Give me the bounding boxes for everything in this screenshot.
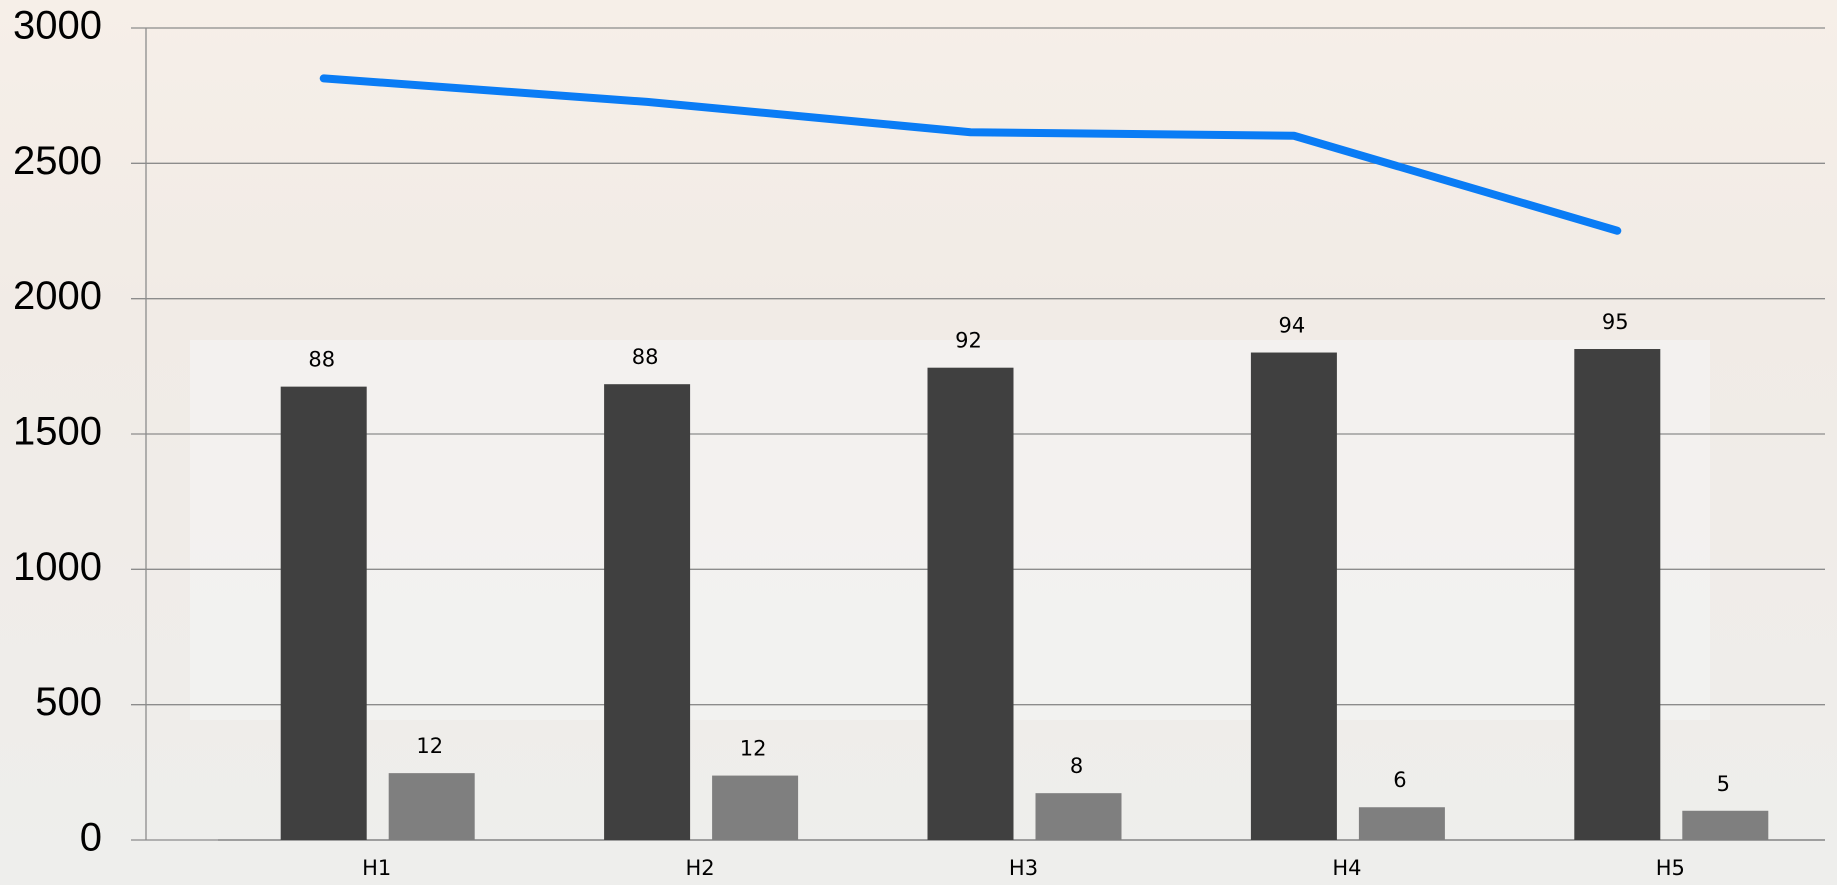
bar — [927, 367, 1014, 840]
data-label: 6 — [1393, 768, 1406, 792]
bar — [712, 775, 799, 840]
line — [319, 74, 1622, 235]
bar — [604, 384, 691, 840]
data-label: 88 — [308, 348, 335, 372]
x-tick-label: H2 — [686, 856, 715, 880]
data-label: 12 — [416, 734, 443, 758]
bar — [1574, 349, 1661, 840]
y-tick-label: 2000 — [13, 274, 102, 318]
data-label: 8 — [1070, 754, 1083, 778]
y-tick-label: 1500 — [13, 410, 102, 454]
data-label: 92 — [955, 329, 982, 353]
data-label: 12 — [740, 737, 767, 761]
y-tick-label: 500 — [35, 680, 102, 724]
bar — [1358, 807, 1445, 840]
bar — [1035, 793, 1122, 840]
bar — [388, 773, 475, 840]
x-tick-label: H5 — [1656, 856, 1685, 880]
data-label: 94 — [1279, 314, 1306, 338]
data-label: 5 — [1717, 772, 1730, 796]
y-tick-label: 0 — [80, 816, 102, 860]
y-tick-label: 1000 — [13, 545, 102, 589]
x-tick-label: H4 — [1332, 856, 1361, 880]
bar — [1250, 352, 1337, 840]
data-label: 95 — [1602, 310, 1629, 334]
x-tick-label: H3 — [1009, 856, 1038, 880]
x-tick-label: H1 — [362, 856, 391, 880]
y-tick-label: 3000 — [13, 4, 102, 48]
bar — [1682, 810, 1769, 840]
y-tick-label: 2500 — [13, 139, 102, 183]
bar — [280, 386, 367, 840]
data-label: 88 — [632, 345, 659, 369]
